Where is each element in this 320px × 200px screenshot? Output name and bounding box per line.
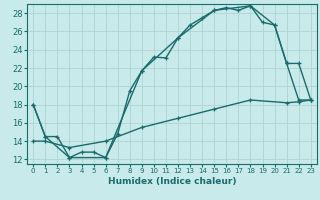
X-axis label: Humidex (Indice chaleur): Humidex (Indice chaleur)	[108, 177, 236, 186]
